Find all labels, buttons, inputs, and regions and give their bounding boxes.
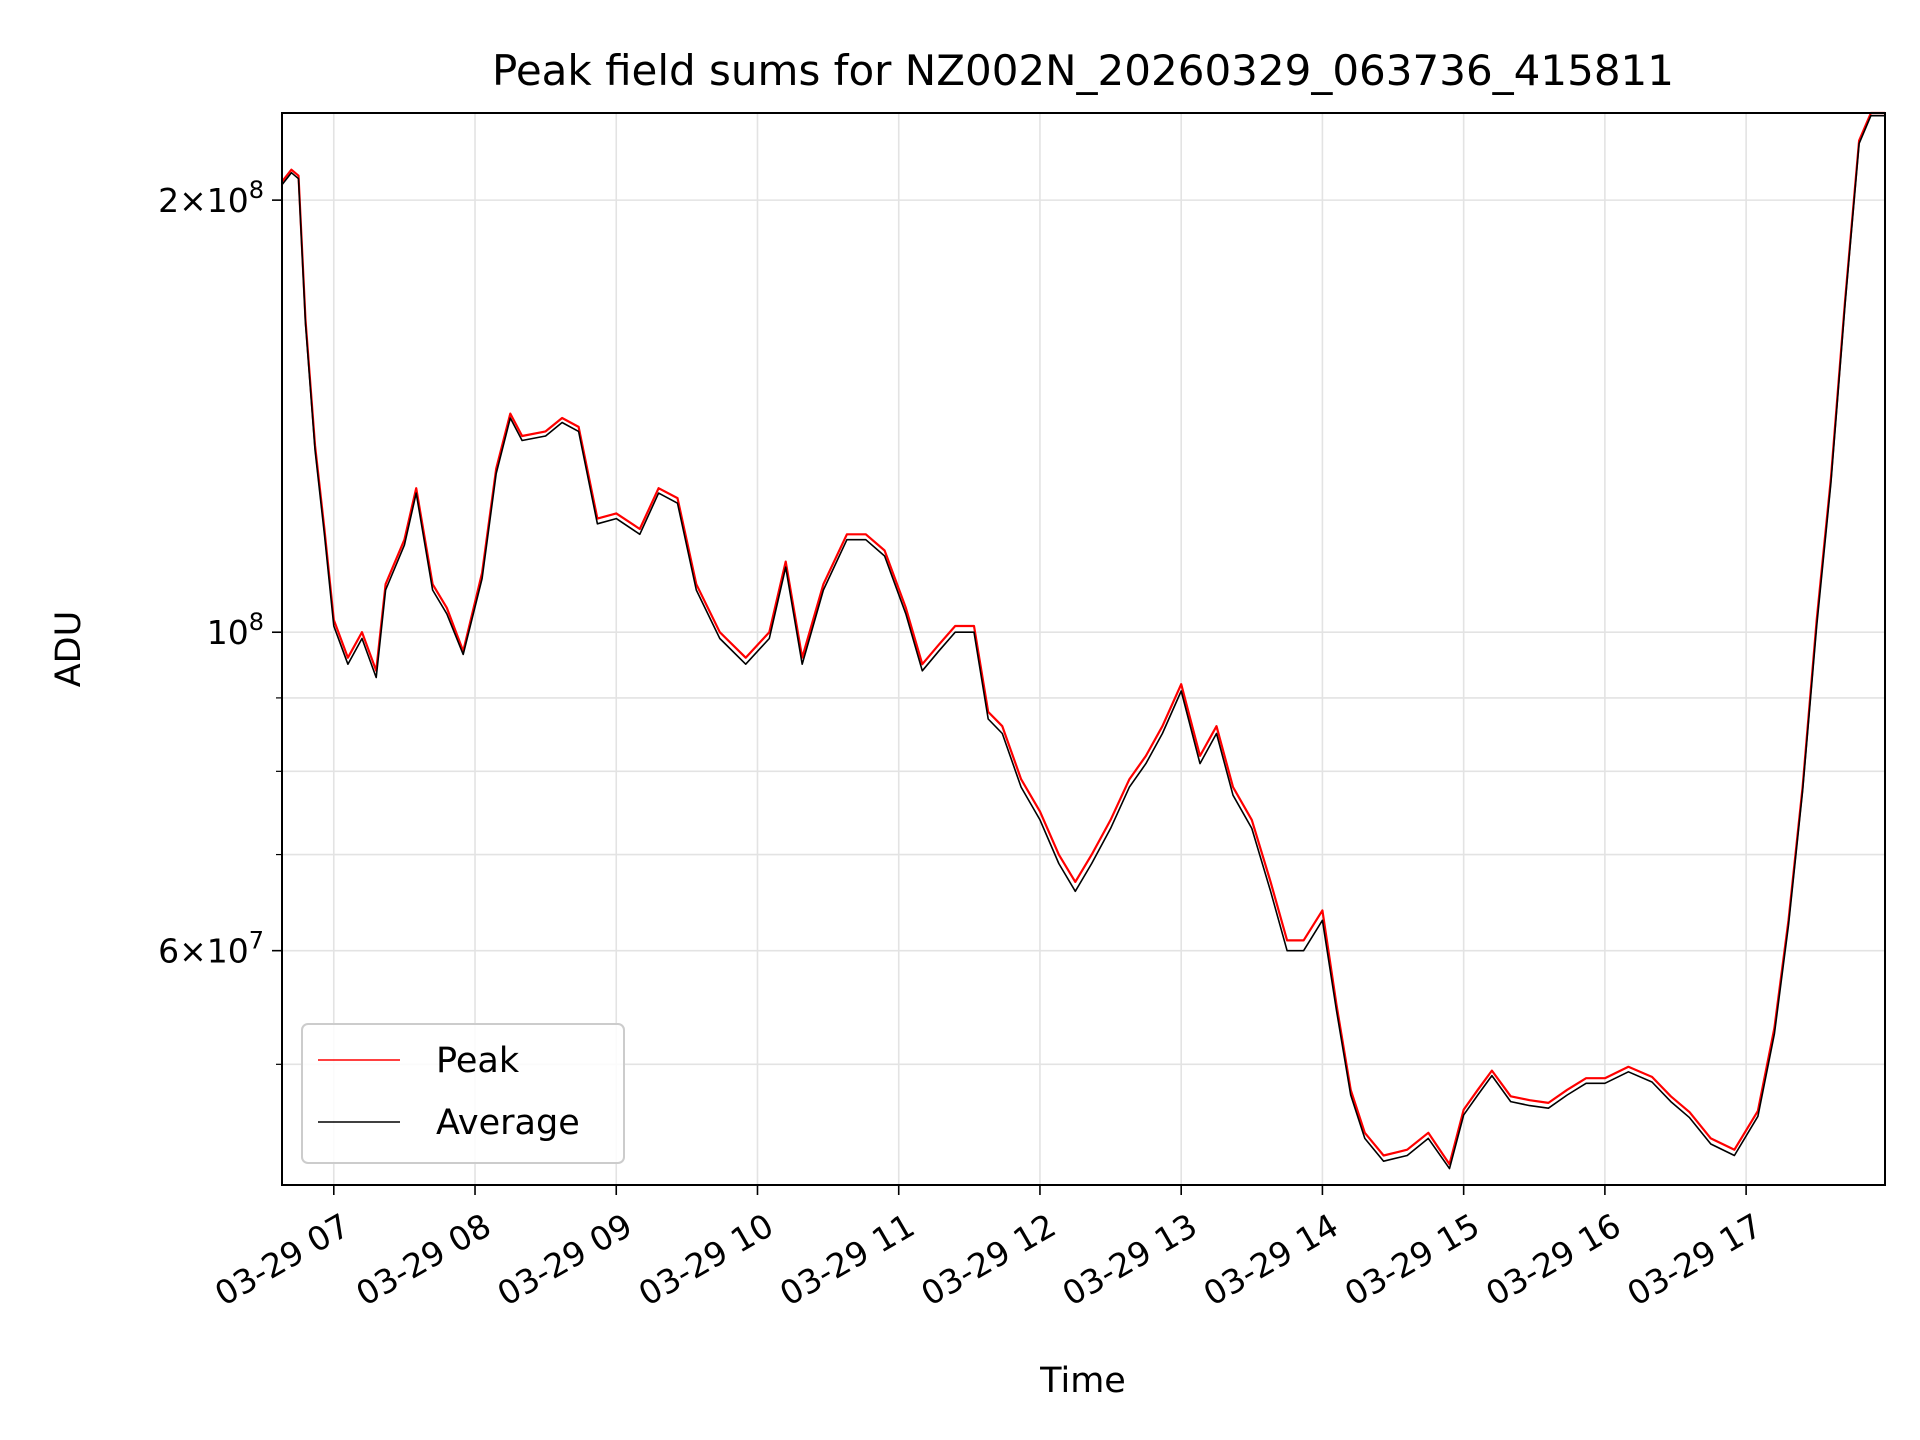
- y-tick-label: 2×108: [158, 176, 264, 220]
- series-lines: [281, 111, 1885, 1170]
- series-line-average: [281, 114, 1885, 1170]
- plot-frame: [281, 112, 1886, 1186]
- x-axis-title: Time: [1039, 1361, 1126, 1401]
- grid: [282, 113, 1885, 1185]
- legend-box: [301, 1023, 625, 1164]
- legend: Peak Average: [301, 1023, 625, 1164]
- chart-title: Peak field sums for NZ002N_20260329_0637…: [492, 46, 1674, 95]
- y-tick-label: 6×107: [158, 927, 264, 971]
- legend-label-peak: Peak: [436, 1041, 520, 1081]
- series-line-peak: [281, 111, 1885, 1166]
- y-tick-label: 108: [207, 608, 264, 652]
- y-axis-title: ADU: [49, 611, 89, 688]
- legend-label-average: Average: [436, 1103, 580, 1143]
